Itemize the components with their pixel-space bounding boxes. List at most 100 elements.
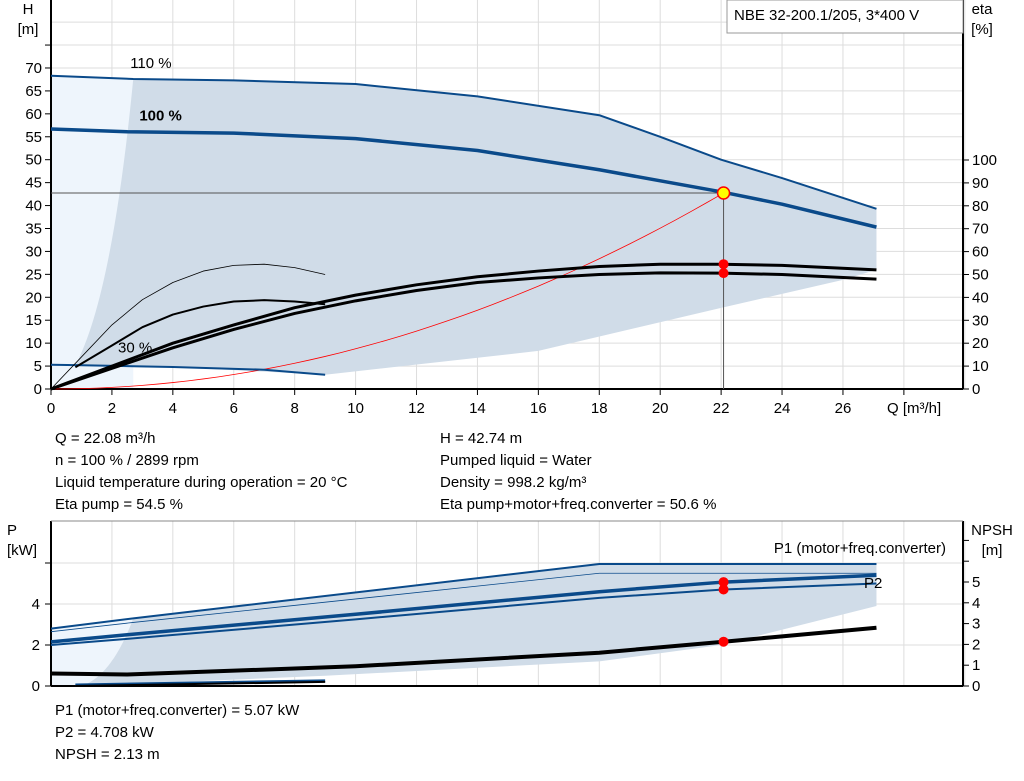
info-q: Q = 22.08 m³/h xyxy=(55,430,156,447)
chart-title: NBE 32-200.1/205, 3*400 V xyxy=(734,7,919,24)
npsh-point xyxy=(718,636,729,647)
curve-0 xyxy=(50,74,877,210)
y2-tick-label: 40 xyxy=(972,289,989,306)
y-tick-label: 55 xyxy=(25,129,42,146)
info-block-left: Q = 22.08 m³/h n = 100 % / 2899 rpm Liqu… xyxy=(55,428,347,516)
power-curve-5 xyxy=(50,625,877,677)
x-tick-label: 18 xyxy=(591,400,608,417)
x-tick-label: 22 xyxy=(713,400,730,417)
power-curve-2 xyxy=(50,563,877,630)
x-tick-label: 6 xyxy=(230,400,238,417)
x-tick-label: 10 xyxy=(347,400,364,417)
y2-tick-label: 80 xyxy=(972,198,989,215)
y-tick-label: 10 xyxy=(25,335,42,352)
y2-tick-label: 100 xyxy=(972,152,997,169)
curve-label: 30 % xyxy=(118,339,152,356)
y-tick-label: 65 xyxy=(25,83,42,100)
system-curve xyxy=(50,192,724,390)
p2-label: P2 xyxy=(864,575,882,592)
info-temp: Liquid temperature during operation = 20… xyxy=(55,474,348,491)
p2-point xyxy=(718,584,729,595)
curve-label: 110 % xyxy=(130,55,171,72)
curve-label: 100 % xyxy=(139,108,182,125)
p-axis-unit: [kW] xyxy=(7,542,37,559)
y-tick-label: 40 xyxy=(25,198,42,215)
x-axis-label: Q [m³/h] xyxy=(887,400,941,417)
eta-pump-point xyxy=(718,259,729,270)
y2-tick-label: 0 xyxy=(972,381,980,398)
p-tick-label: 0 xyxy=(32,678,40,695)
info-block-power: P1 (motor+freq.converter) = 5.07 kW P2 =… xyxy=(55,700,299,766)
y-axis-label: H xyxy=(23,1,34,18)
info-block-right: H = 42.74 m Pumped liquid = Water Densit… xyxy=(440,428,716,516)
p1-label: P1 (motor+freq.converter) xyxy=(774,540,946,557)
info-p1: P1 (motor+freq.converter) = 5.07 kW xyxy=(55,702,300,719)
y-tick-label: 20 xyxy=(25,289,42,306)
p-tick-label: 4 xyxy=(32,596,40,613)
y2-tick-label: 10 xyxy=(972,358,989,375)
y-tick-label: 0 xyxy=(34,381,42,398)
curve-2 xyxy=(50,363,326,376)
y2-tick-label: 30 xyxy=(972,312,989,329)
npsh-tick-label: 4 xyxy=(972,595,980,612)
power-curve-1 xyxy=(50,582,877,646)
info-n: n = 100 % / 2899 rpm xyxy=(55,452,199,469)
y-tick-label: 15 xyxy=(25,312,42,329)
power-curve-3 xyxy=(50,572,877,633)
eta-total-point xyxy=(718,268,729,279)
y2-axis-label: eta xyxy=(972,1,994,18)
y-tick-label: 30 xyxy=(25,243,42,260)
x-tick-label: 24 xyxy=(774,400,791,417)
power-curve-0 xyxy=(50,573,877,644)
curve-4 xyxy=(50,271,877,391)
info-h: H = 42.74 m xyxy=(440,430,523,447)
curve-3 xyxy=(50,262,877,391)
x-tick-label: 26 xyxy=(835,400,852,417)
npsh-tick-label: 2 xyxy=(972,636,980,653)
y-tick-label: 35 xyxy=(25,220,42,237)
info-eta-total: Eta pump+motor+freq.converter = 50.6 % xyxy=(440,496,717,513)
curve-5 xyxy=(50,263,326,390)
power-range-area xyxy=(81,564,877,686)
y2-tick-label: 60 xyxy=(972,244,989,261)
npsh-tick-label: 0 xyxy=(972,678,980,695)
title-box xyxy=(726,0,964,34)
x-tick-label: 12 xyxy=(408,400,425,417)
info-p2: P2 = 4.708 kW xyxy=(55,724,154,741)
p-tick-label: 2 xyxy=(32,637,40,654)
y2-tick-label: 50 xyxy=(972,267,989,284)
x-tick-label: 14 xyxy=(469,400,486,417)
y-tick-label: 70 xyxy=(25,60,42,77)
npsh-tick-label: 3 xyxy=(972,616,980,633)
y-tick-label: 60 xyxy=(25,106,42,123)
info-density: Density = 998.2 kg/m³ xyxy=(440,474,587,491)
curve-1 xyxy=(50,127,877,229)
y2-axis-unit: [%] xyxy=(971,21,993,38)
y-tick-label: 45 xyxy=(25,175,42,192)
curve-6 xyxy=(74,299,326,369)
x-tick-label: 2 xyxy=(108,400,116,417)
p1-point xyxy=(718,577,729,588)
npsh-tick-label: 1 xyxy=(972,657,980,674)
y2-tick-label: 70 xyxy=(972,221,989,238)
y2-tick-label: 90 xyxy=(972,175,989,192)
p-axis-label: P xyxy=(7,522,17,539)
power-curve-30 xyxy=(75,680,326,687)
x-tick-label: 0 xyxy=(47,400,55,417)
info-liquid: Pumped liquid = Water xyxy=(440,452,592,469)
y-tick-label: 5 xyxy=(34,358,42,375)
npsh-axis-label: NPSH xyxy=(971,522,1013,539)
x-tick-label: 8 xyxy=(291,400,299,417)
duty-point xyxy=(716,186,731,200)
info-eta-pump: Eta pump = 54.5 % xyxy=(55,496,183,513)
x-tick-label: 20 xyxy=(652,400,669,417)
npsh-axis-unit: [m] xyxy=(982,542,1003,559)
y-axis-unit: [m] xyxy=(18,21,39,38)
power-curve-4 xyxy=(75,679,326,687)
info-npsh: NPSH = 2.13 m xyxy=(55,746,160,763)
y-tick-label: 25 xyxy=(25,266,42,283)
x-tick-label: 4 xyxy=(169,400,177,417)
y2-tick-label: 20 xyxy=(972,335,989,352)
